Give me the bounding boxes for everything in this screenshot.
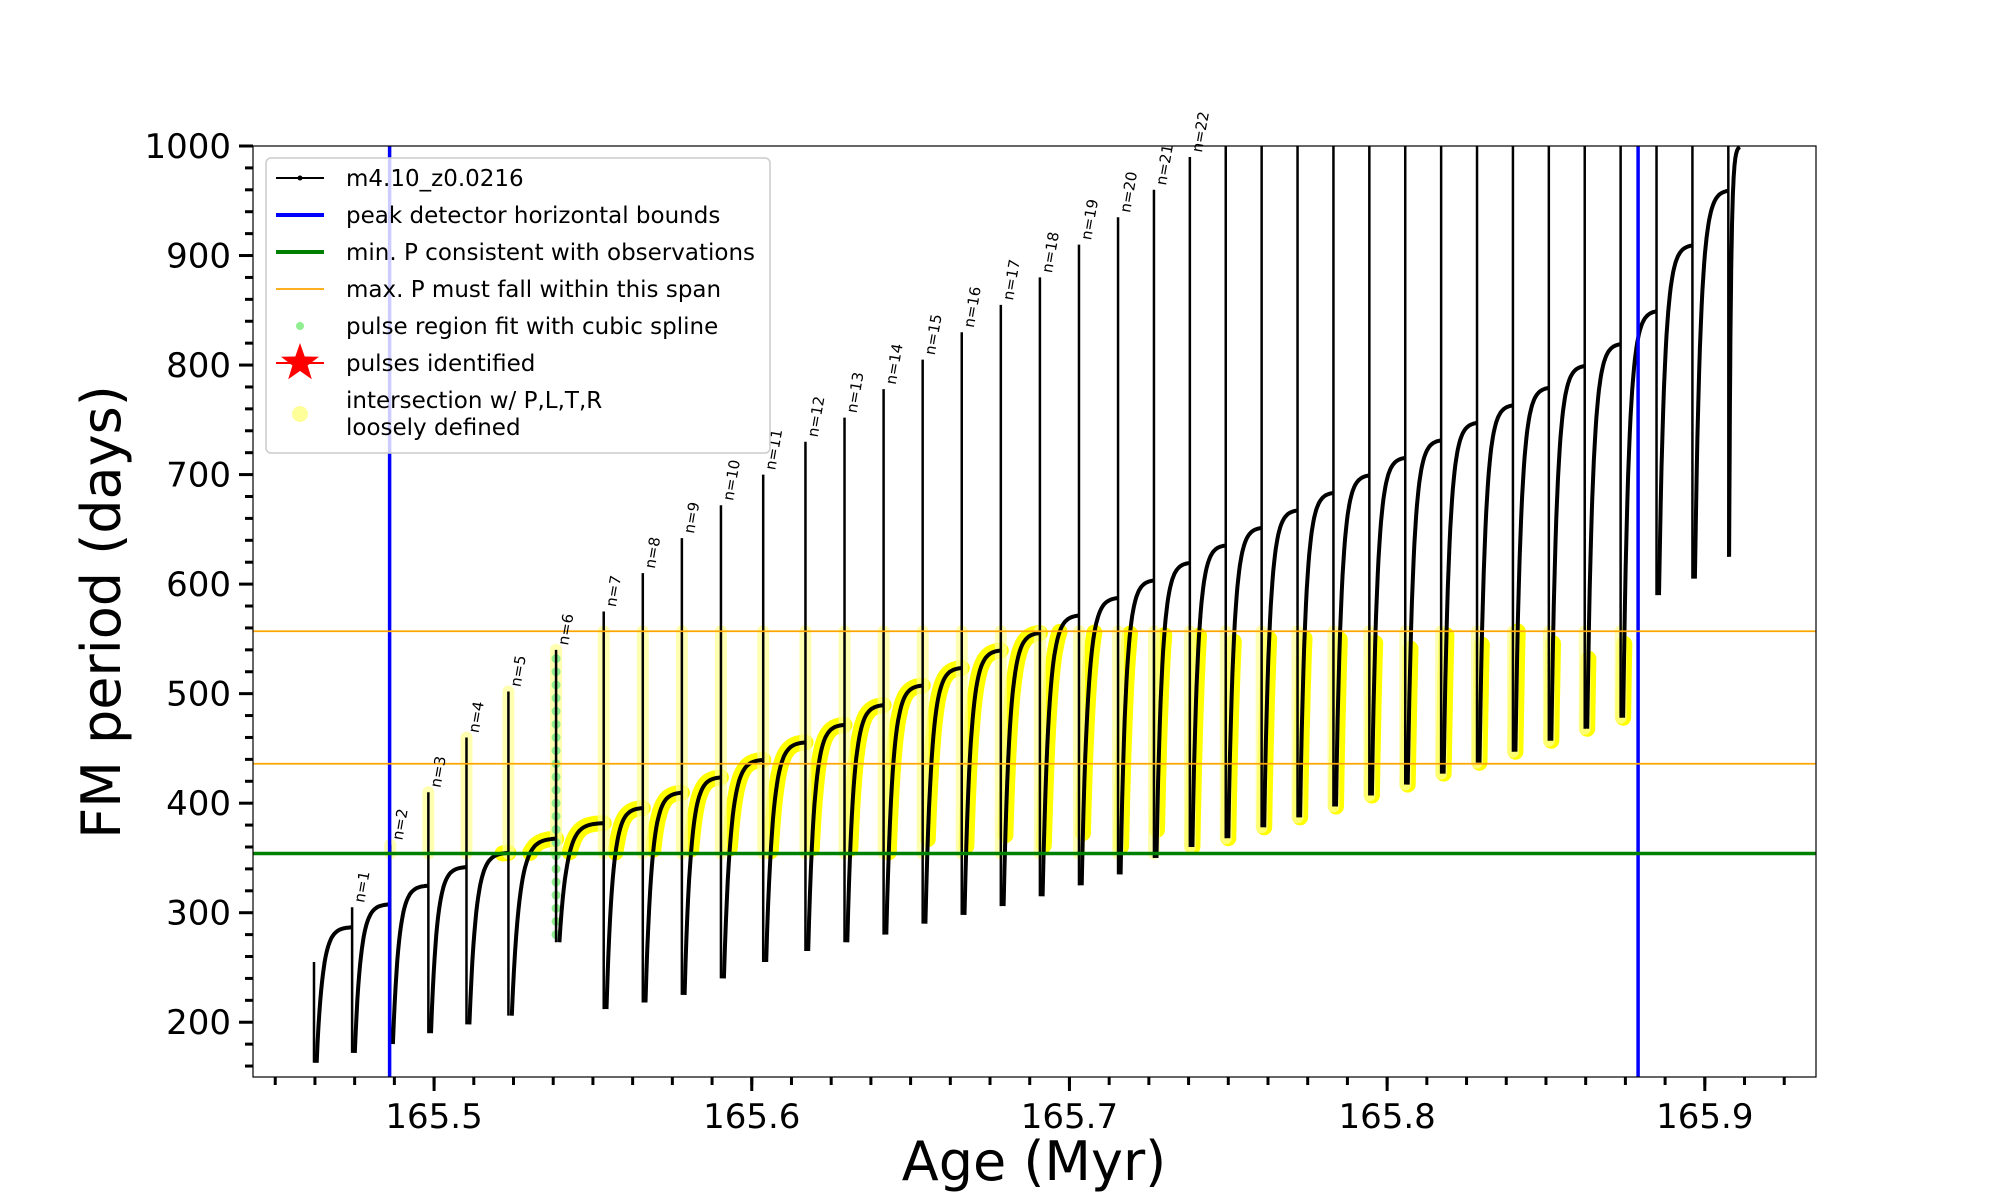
- legend-label: peak detector horizontal bounds: [346, 203, 720, 229]
- track-cycle: [884, 683, 923, 935]
- x-tick-label: 165.9: [1656, 1097, 1753, 1137]
- x-tick-label: 165.5: [385, 1097, 482, 1137]
- track-cycle: [1040, 613, 1080, 897]
- track-cycle: [1585, 342, 1622, 729]
- track-cycle: [721, 757, 764, 979]
- pulse-label: n=1: [350, 870, 373, 904]
- track-cycle: [1334, 473, 1370, 807]
- track-cycle: [1262, 508, 1298, 828]
- track-cycle: [643, 790, 683, 1003]
- axes: 200 300 400 500 600 700 800 900 1000 165.5 165.6 16…: [144, 127, 1786, 1137]
- legend-label: intersection w/ P,L,T,R: [346, 388, 602, 414]
- track-cycle: [962, 648, 1002, 915]
- legend-swatch: [292, 406, 308, 422]
- track-cycle: [314, 925, 353, 1063]
- pulse-label: n=7: [602, 574, 625, 608]
- y-tick-label: 400: [166, 784, 231, 824]
- track-cycle: [1549, 364, 1585, 741]
- y-tick-label: 1000: [144, 127, 231, 167]
- pulse-label: n=9: [680, 501, 703, 535]
- track-cycle: [1441, 420, 1478, 774]
- track-cycle: [557, 821, 604, 943]
- pulse-label: n=5: [507, 654, 530, 688]
- plot-frame: [252, 145, 1817, 1078]
- pulse-label: n=2: [388, 807, 411, 841]
- legend-label: loosely defined: [346, 415, 521, 441]
- track-cycle: [1657, 243, 1693, 596]
- legend-box: [265, 157, 771, 454]
- plot-area: [253, 146, 1816, 1077]
- y-tick-label: 900: [166, 237, 231, 277]
- y-tick-label: 300: [166, 894, 231, 934]
- legend-swatch: [296, 322, 304, 330]
- track-cycle: [1118, 578, 1155, 875]
- legend-swatch-star: [281, 343, 319, 380]
- legend-label: max. P must fall within this span: [346, 277, 721, 303]
- track-cycle: [923, 666, 962, 924]
- track-cycle: [1001, 631, 1041, 907]
- legend-label: m4.10_z0.0216: [346, 166, 524, 192]
- x-axis-label: Age (Myr): [902, 1130, 1167, 1193]
- track-cycle: [1477, 403, 1514, 763]
- x-tick-label: 165.6: [703, 1097, 800, 1137]
- legend-swatch-marker: [297, 175, 303, 181]
- y-axis-label: FM period (days): [70, 385, 133, 839]
- y-tick-label: 500: [166, 675, 231, 715]
- track-cycle: [390, 883, 429, 1045]
- track-cycle: [1298, 490, 1334, 818]
- pulse-label: n=3: [427, 755, 450, 789]
- legend-label: pulse region fit with cubic spline: [346, 314, 718, 340]
- y-tick-label: 200: [166, 1003, 231, 1043]
- track-cycle: [806, 722, 845, 952]
- track-cycle: [845, 703, 884, 943]
- track-cycle: [1226, 525, 1263, 839]
- track-cycle: [509, 836, 557, 1016]
- track-cycle: [1513, 385, 1550, 752]
- track-cycle: [1692, 188, 1729, 579]
- x-tick-label: 165.7: [1021, 1097, 1118, 1137]
- track-cycle: [1190, 543, 1227, 848]
- track-cycle: [682, 775, 722, 995]
- track-cycle: [1727, 146, 1741, 557]
- track-cycle: [352, 902, 391, 1053]
- track-cycle: [764, 740, 806, 963]
- x-tick-label: 165.8: [1338, 1097, 1435, 1137]
- y-tick-label: 600: [166, 565, 231, 605]
- legend-label: min. P consistent with observations: [346, 240, 755, 266]
- legend-label: pulses identified: [346, 351, 535, 377]
- pulse-label: n=8: [641, 536, 664, 570]
- track-cycle: [1079, 596, 1119, 886]
- track-cycle: [604, 806, 643, 1010]
- pulse-label: n=4: [465, 700, 488, 734]
- track-cycle: [1369, 455, 1406, 796]
- track-cycle: [429, 865, 467, 1034]
- track-cycle: [1154, 560, 1191, 858]
- pulse-label: n=6: [554, 612, 577, 646]
- y-tick-label: 700: [166, 456, 231, 496]
- track-cycle: [1405, 438, 1442, 785]
- y-tick-label: 800: [166, 346, 231, 386]
